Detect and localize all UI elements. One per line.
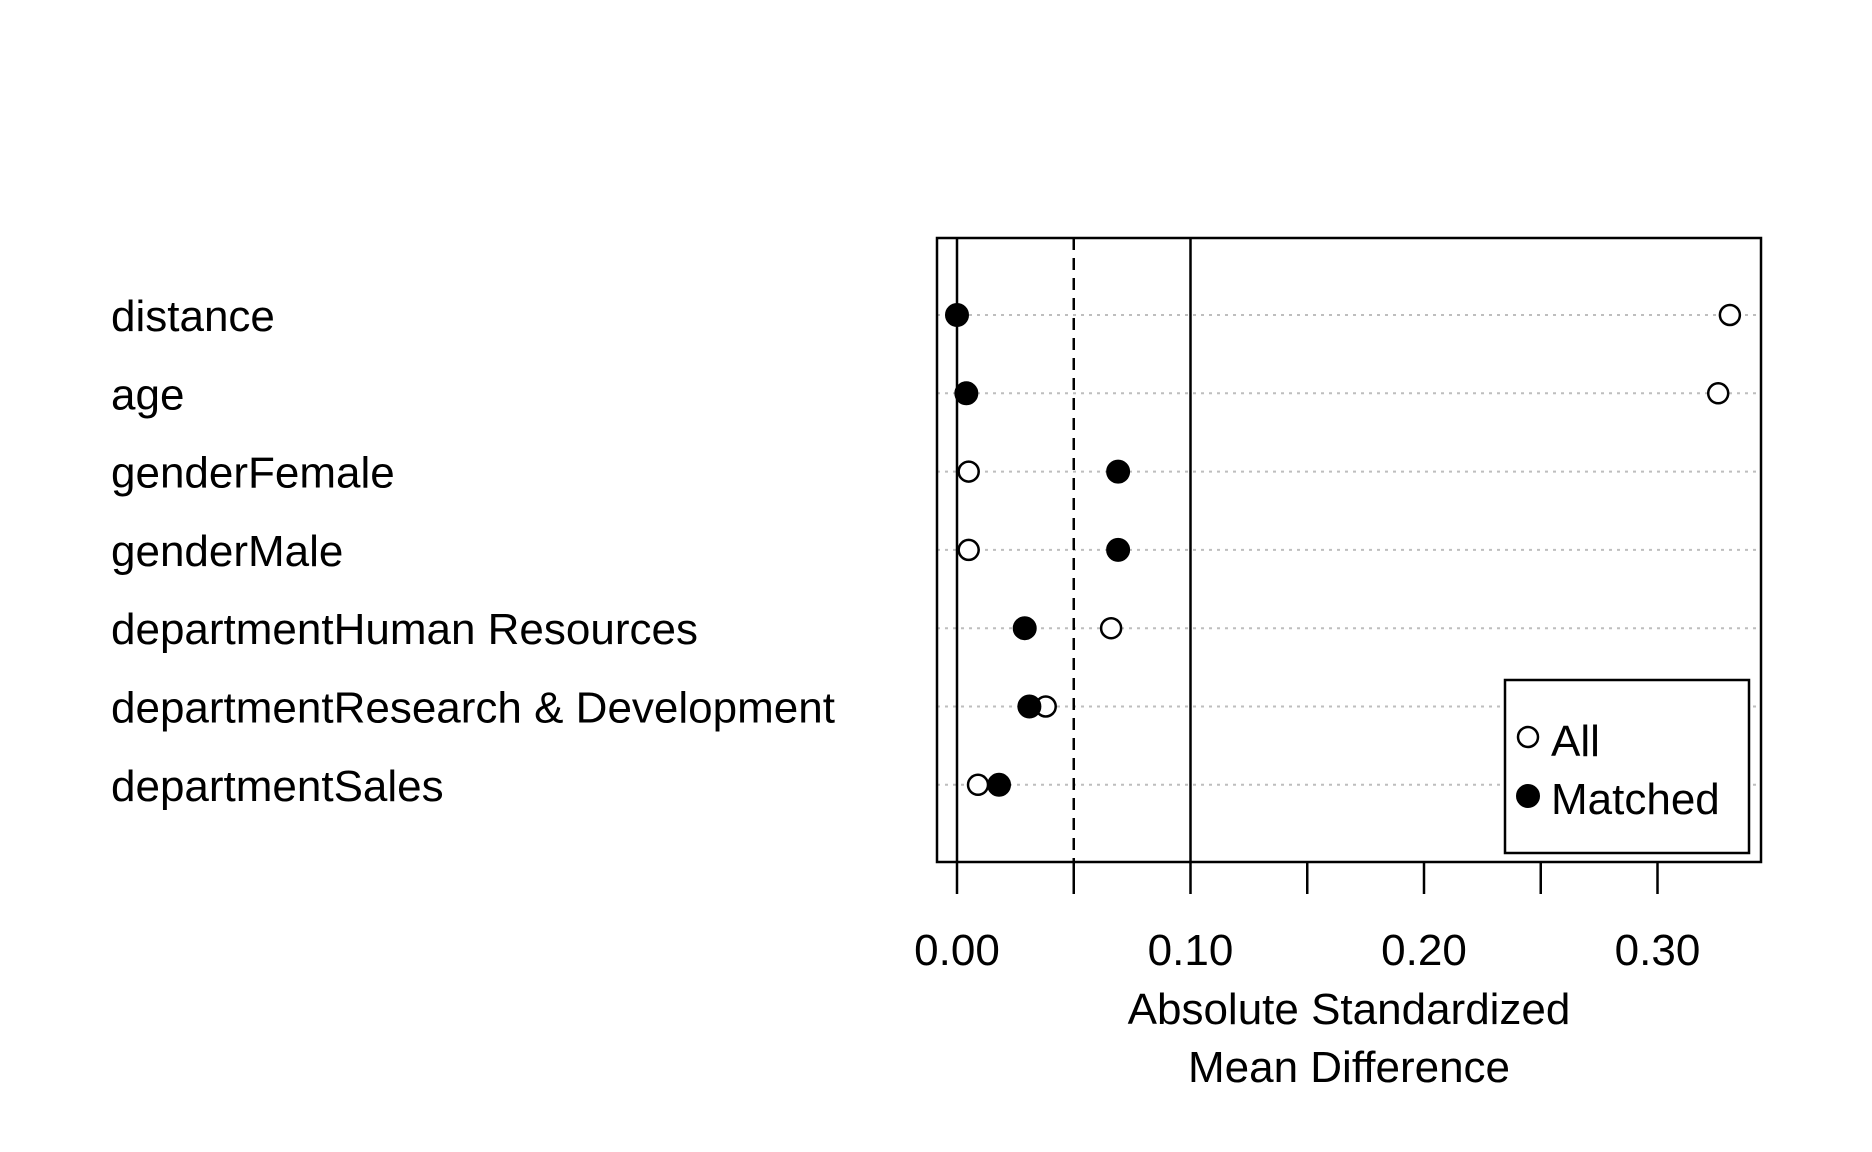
point-matched-departmentsales	[987, 772, 1012, 797]
x-axis-title: Absolute Standardized Mean Difference	[1128, 985, 1571, 1092]
category-labels: distance age genderFemale genderMale departm…	[111, 292, 835, 811]
category-label-gendermale: genderMale	[111, 527, 343, 576]
reference-lines	[955, 238, 1192, 862]
data-points	[945, 303, 1742, 797]
x-tick-label-0-10: 0.10	[1148, 926, 1234, 975]
point-matched-departmenthuman-resources	[1012, 616, 1037, 641]
point-all-age	[1706, 382, 1730, 405]
point-all-genderfemale	[957, 460, 980, 483]
x-tick-label-0-00: 0.00	[914, 926, 1000, 975]
point-matched-departmentresearch-development	[1017, 694, 1042, 719]
legend-marker-all	[1516, 725, 1540, 749]
x-tick-label-0-30: 0.30	[1615, 926, 1701, 975]
legend-label-matched: Matched	[1551, 775, 1720, 824]
point-all-departmentsales	[966, 773, 990, 797]
category-label-departmentsales: departmentSales	[111, 762, 444, 811]
category-label-departmenthuman-resources: departmentHuman Resources	[111, 605, 698, 654]
category-label-departmentresearch-development: departmentResearch & Development	[111, 684, 835, 733]
point-matched-distance	[945, 303, 969, 327]
x-axis-title-line-1: Absolute Standardized	[1128, 985, 1571, 1034]
x-axis: 0.00 0.10 0.20 0.30	[914, 862, 1700, 975]
point-all-gendermale	[957, 538, 980, 562]
x-tick-label-0-20: 0.20	[1381, 926, 1467, 975]
point-all-distance	[1718, 303, 1742, 327]
point-matched-gendermale	[1106, 537, 1131, 562]
point-matched-age	[954, 381, 979, 406]
legend-box	[1503, 678, 1751, 855]
legend: All Matched	[1503, 678, 1751, 855]
category-label-genderfemale: genderFemale	[111, 449, 395, 498]
x-axis-title-line-2: Mean Difference	[1188, 1043, 1510, 1092]
point-matched-genderfemale	[1106, 459, 1131, 484]
point-all-departmenthuman-resources	[1099, 616, 1123, 640]
legend-marker-matched	[1516, 784, 1540, 808]
category-label-distance: distance	[111, 292, 275, 341]
plot-frame	[935, 236, 1763, 864]
category-label-age: age	[111, 370, 184, 419]
legend-label-all: All	[1551, 717, 1600, 766]
